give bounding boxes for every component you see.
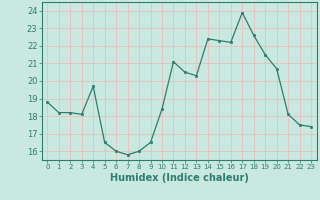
X-axis label: Humidex (Indice chaleur): Humidex (Indice chaleur): [110, 173, 249, 183]
